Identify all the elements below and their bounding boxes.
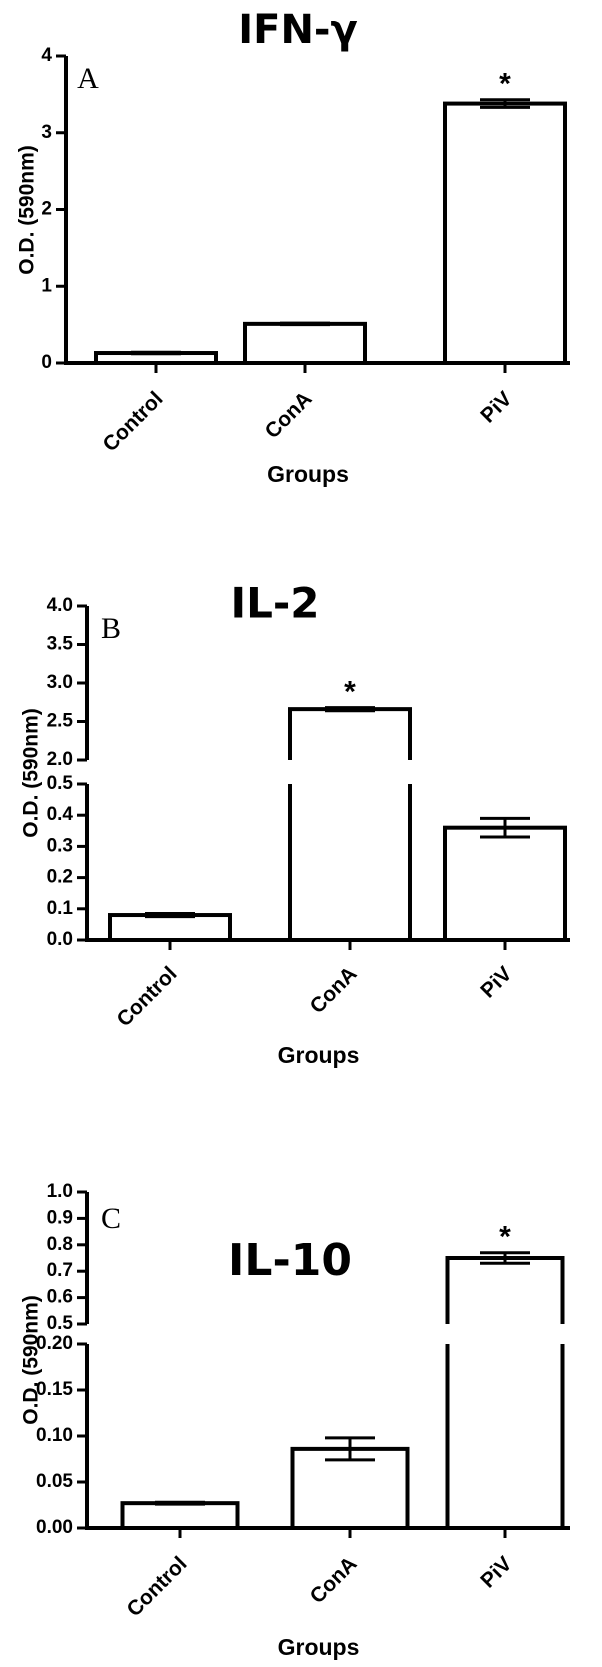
x-axis-label: Groups — [278, 1042, 360, 1068]
significance-marker: * — [499, 1221, 511, 1254]
significance-marker: * — [499, 68, 511, 101]
x-axis-label: Groups — [267, 461, 349, 487]
bar-control — [120, 1500, 240, 1531]
x-tick-label: ConA — [306, 1552, 362, 1608]
x-tick-label: Control — [112, 962, 181, 1031]
bar-rect — [443, 825, 567, 942]
x-tick-label: PiV — [476, 1552, 516, 1592]
y-tick-label: 0.9 — [47, 1207, 73, 1228]
bar-piv: * — [443, 68, 567, 366]
y-tick-label: 2.5 — [47, 711, 74, 732]
y-tick-label: 0.0 — [47, 929, 73, 950]
y-tick-label: 1 — [41, 275, 52, 296]
y-tick-label: 0.1 — [47, 898, 74, 919]
chart-title: IL-10 — [228, 1235, 352, 1286]
y-tick-label: 0.10 — [36, 1425, 73, 1446]
bar-rect — [243, 321, 367, 366]
bar-rect — [108, 913, 232, 942]
y-tick-label: 0.4 — [47, 804, 74, 825]
y-tick-label: 0.7 — [47, 1260, 73, 1281]
significance-marker: * — [344, 676, 356, 709]
y-tick-label: 0.15 — [36, 1379, 73, 1400]
y-axis-label: O.D. (590nm) — [20, 1295, 43, 1425]
bar-piv: * — [445, 1221, 565, 1528]
panel-label: B — [101, 612, 121, 645]
x-tick-label: PiV — [476, 387, 516, 427]
bar-piv — [443, 816, 567, 942]
y-tick-label: 4.0 — [47, 595, 73, 616]
bar-cona — [290, 1436, 410, 1531]
y-axis-label: O.D. (590nm) — [20, 708, 43, 838]
y-tick-label: 2 — [41, 199, 52, 220]
y-tick-label: 0.3 — [47, 835, 73, 856]
y-tick-label: 4 — [41, 45, 52, 66]
y-tick-label: 3.5 — [47, 634, 74, 655]
y-tick-label: 3 — [41, 122, 52, 143]
y-tick-label: 0.00 — [36, 1517, 73, 1538]
y-tick-label: 0.5 — [47, 1313, 74, 1334]
chart-title: IFN-γ — [238, 7, 358, 53]
x-tick-label: PiV — [476, 962, 516, 1002]
bar-control — [108, 911, 232, 942]
x-axis-label: Groups — [278, 1634, 360, 1660]
y-tick-label: 1.0 — [47, 1181, 73, 1202]
y-tick-label: 0.8 — [47, 1234, 73, 1255]
panel-label: C — [101, 1202, 121, 1235]
y-tick-label: 0.6 — [47, 1287, 73, 1308]
x-tick-label: ConA — [306, 962, 362, 1018]
x-tick-label: ConA — [261, 387, 317, 443]
panel-label: A — [77, 62, 99, 95]
chart-title: IL-2 — [230, 579, 319, 628]
y-axis-label: O.D. (590nm) — [16, 145, 39, 275]
y-tick-label: 0.5 — [47, 773, 74, 794]
y-tick-label: 3.0 — [47, 672, 73, 693]
bar-upper-segment — [288, 707, 412, 760]
x-tick-label: Control — [122, 1552, 191, 1621]
bar-upper-segment — [445, 1256, 565, 1324]
bar-control — [94, 350, 218, 365]
bar-lower-segment — [288, 784, 412, 940]
y-tick-label: 2.0 — [47, 749, 73, 770]
chart-panel-2: IL-2 B O.D. (590nm) 0.0 0.1 0.2 0.3 0.4 0.5 2.0 2.… — [20, 579, 570, 1068]
y-tick-label: 0.05 — [36, 1471, 73, 1492]
y-tick-label: 0.20 — [36, 1333, 73, 1354]
bar-cona: * — [288, 676, 412, 940]
bar-rect — [443, 101, 567, 366]
y-tick-label: 0.2 — [47, 867, 73, 888]
chart-panel-1: IFN-γ A O.D. (590nm) 0 1 2 3 4 Control ConA * PiV Gr… — [16, 7, 570, 487]
bar-rect — [120, 1501, 240, 1531]
x-tick-label: Control — [98, 387, 167, 456]
bar-lower-segment — [445, 1344, 565, 1528]
y-tick-label: 0 — [41, 352, 52, 373]
bar-cona — [243, 321, 367, 366]
